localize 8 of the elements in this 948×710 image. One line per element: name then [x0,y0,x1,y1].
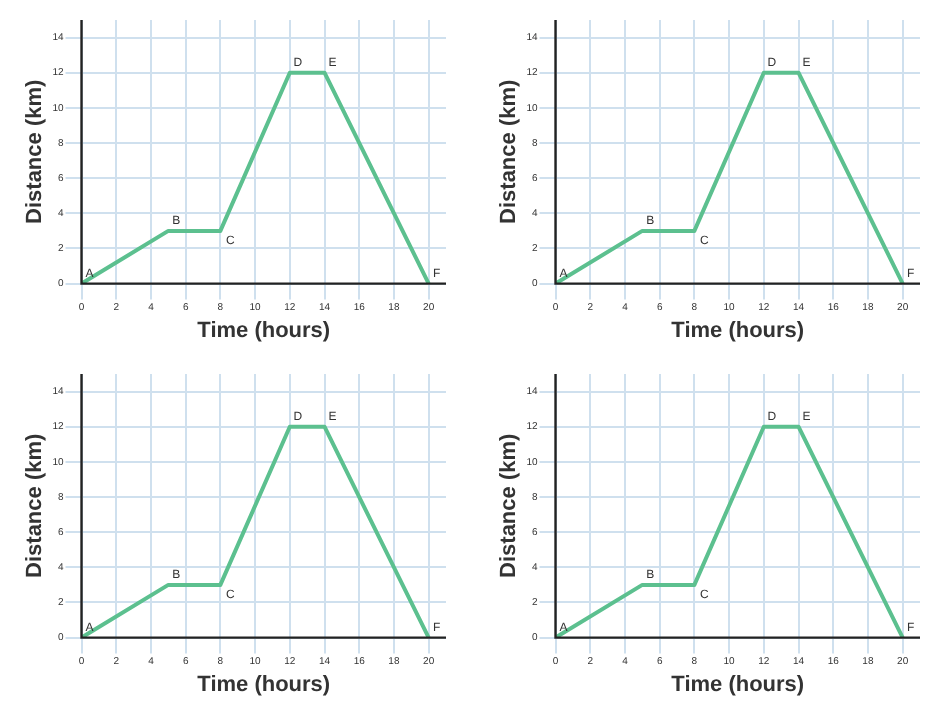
y-axis-title: Distance (km) [23,79,48,224]
y-axis-title: Distance (km) [23,433,48,578]
y-axis-title: Distance (km) [497,79,522,224]
x-axis-title: Time (hours) [197,672,331,697]
x-axis-title: Time (hours) [671,672,805,697]
x-axis-title: Time (hours) [671,318,805,343]
y-axis-title: Distance (km) [497,433,522,578]
x-axis-title: Time (hours) [197,318,331,343]
